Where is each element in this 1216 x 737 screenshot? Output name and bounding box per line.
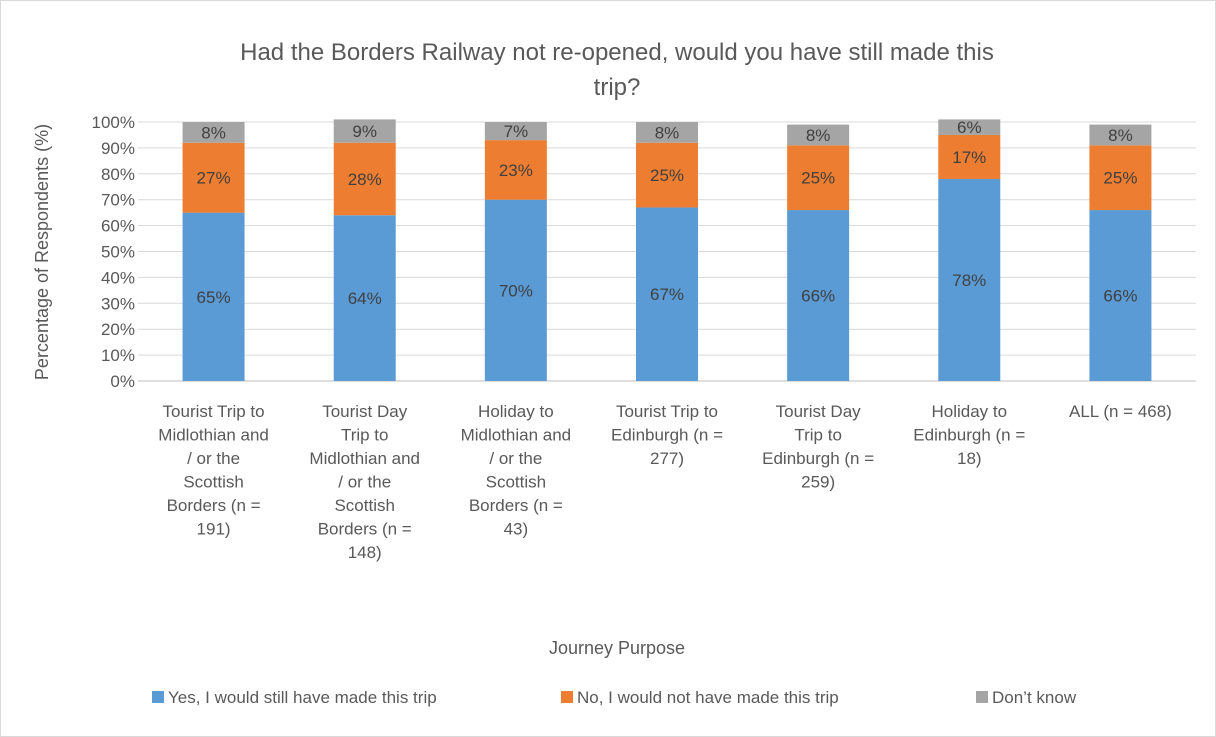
legend-item: No, I would not have made this trip xyxy=(561,688,839,707)
legend-item: Yes, I would still have made this trip xyxy=(152,688,437,707)
y-tick-label: 50% xyxy=(101,243,135,262)
data-label: 27% xyxy=(197,169,231,188)
x-category-label: Holiday to Edinburgh (n = 18) xyxy=(913,402,1025,468)
bar-segment xyxy=(182,142,245,213)
bar-segment xyxy=(333,142,396,216)
data-labels: 65% 27% 8% 64% 28% 9% 70% 23% 7% 67% 25% 8% 66% 25% 8%… xyxy=(197,118,1138,308)
bar-segment xyxy=(1089,145,1152,211)
bar-segment xyxy=(938,134,1001,179)
bar-segment xyxy=(182,122,245,143)
bar-segment xyxy=(484,199,547,381)
y-axis-ticks: 0% 10% 20% 30% 40% 50% 60% 70% 80% 90% 100% xyxy=(92,113,135,391)
bar-segment xyxy=(484,122,547,141)
data-label: 23% xyxy=(499,161,533,180)
data-label: 17% xyxy=(952,148,986,167)
data-label: 7% xyxy=(504,122,529,141)
data-label: 9% xyxy=(352,122,377,141)
data-label: 25% xyxy=(801,169,835,188)
y-tick-label: 30% xyxy=(101,294,135,313)
bar-segment xyxy=(182,212,245,381)
data-label: 6% xyxy=(957,118,982,137)
data-label: 8% xyxy=(806,126,831,145)
legend-swatch xyxy=(976,691,988,703)
x-category-label: Tourist Day Trip to Edinburgh (n = 259) xyxy=(762,402,874,492)
chart-title: Had the Borders Railway not re-opened, w… xyxy=(240,39,994,101)
data-label: 8% xyxy=(1108,126,1133,145)
y-tick-label: 0% xyxy=(110,372,135,391)
legend: Yes, I would still have made this trip No… xyxy=(152,688,1077,707)
y-axis-title: Percentage of Respondents (%) xyxy=(32,124,52,380)
legend-label: Yes, I would still have made this trip xyxy=(168,688,437,707)
chart-title-line: Had the Borders Railway not re-opened, w… xyxy=(240,39,994,66)
bar-segment xyxy=(636,207,698,381)
legend-swatch xyxy=(152,691,164,703)
legend-item: Don’t know xyxy=(976,688,1077,707)
data-label: 25% xyxy=(650,166,684,185)
bar-segment xyxy=(636,142,698,208)
bar-segment xyxy=(333,119,396,143)
data-label: 78% xyxy=(952,271,986,290)
bar-segment xyxy=(938,119,1001,135)
y-tick-label: 90% xyxy=(101,139,135,158)
y-tick-label: 20% xyxy=(101,320,135,339)
bar-segment xyxy=(787,145,850,211)
bars xyxy=(182,119,1152,381)
y-tick-label: 100% xyxy=(92,113,135,132)
y-tick-label: 10% xyxy=(101,346,135,365)
x-category-label: ALL (n = 468) xyxy=(1069,402,1172,421)
x-category-label: Tourist Trip to Midlothian and / or the Sco… xyxy=(158,402,269,539)
bar-segment xyxy=(333,215,396,381)
bar-segment xyxy=(1089,210,1152,381)
x-category-label: Holiday to Midlothian and / or the Scottish… xyxy=(461,402,572,539)
chart-title-line: trip? xyxy=(594,74,641,101)
y-tick-label: 40% xyxy=(101,268,135,287)
y-tick-label: 80% xyxy=(101,165,135,184)
data-label: 66% xyxy=(1103,287,1137,306)
legend-swatch xyxy=(561,691,573,703)
bar-segment xyxy=(938,178,1001,381)
x-axis-title: Journey Purpose xyxy=(549,638,685,658)
x-category-label: Tourist Day Trip to Midlothian and / or the… xyxy=(309,402,420,562)
data-label: 28% xyxy=(348,170,382,189)
y-tick-label: 60% xyxy=(101,217,135,236)
data-label: 8% xyxy=(655,123,680,142)
data-label: 67% xyxy=(650,285,684,304)
data-label: 66% xyxy=(801,287,835,306)
data-label: 64% xyxy=(348,289,382,308)
bar-segment xyxy=(1089,124,1152,146)
bar-segment xyxy=(484,140,547,200)
legend-label: No, I would not have made this trip xyxy=(577,688,839,707)
data-label: 70% xyxy=(499,281,533,300)
bar-segment xyxy=(787,124,850,146)
x-axis-categories: Tourist Trip to Midlothian and / or the Sco… xyxy=(158,402,1172,562)
data-label: 8% xyxy=(201,123,226,142)
data-label: 65% xyxy=(197,288,231,307)
bar-segment xyxy=(787,210,850,381)
data-label: 25% xyxy=(1103,169,1137,188)
legend-label: Don’t know xyxy=(992,688,1077,707)
bar-segment xyxy=(636,122,698,143)
y-tick-label: 70% xyxy=(101,191,135,210)
x-category-label: Tourist Trip to Edinburgh (n = 277) xyxy=(611,402,723,468)
